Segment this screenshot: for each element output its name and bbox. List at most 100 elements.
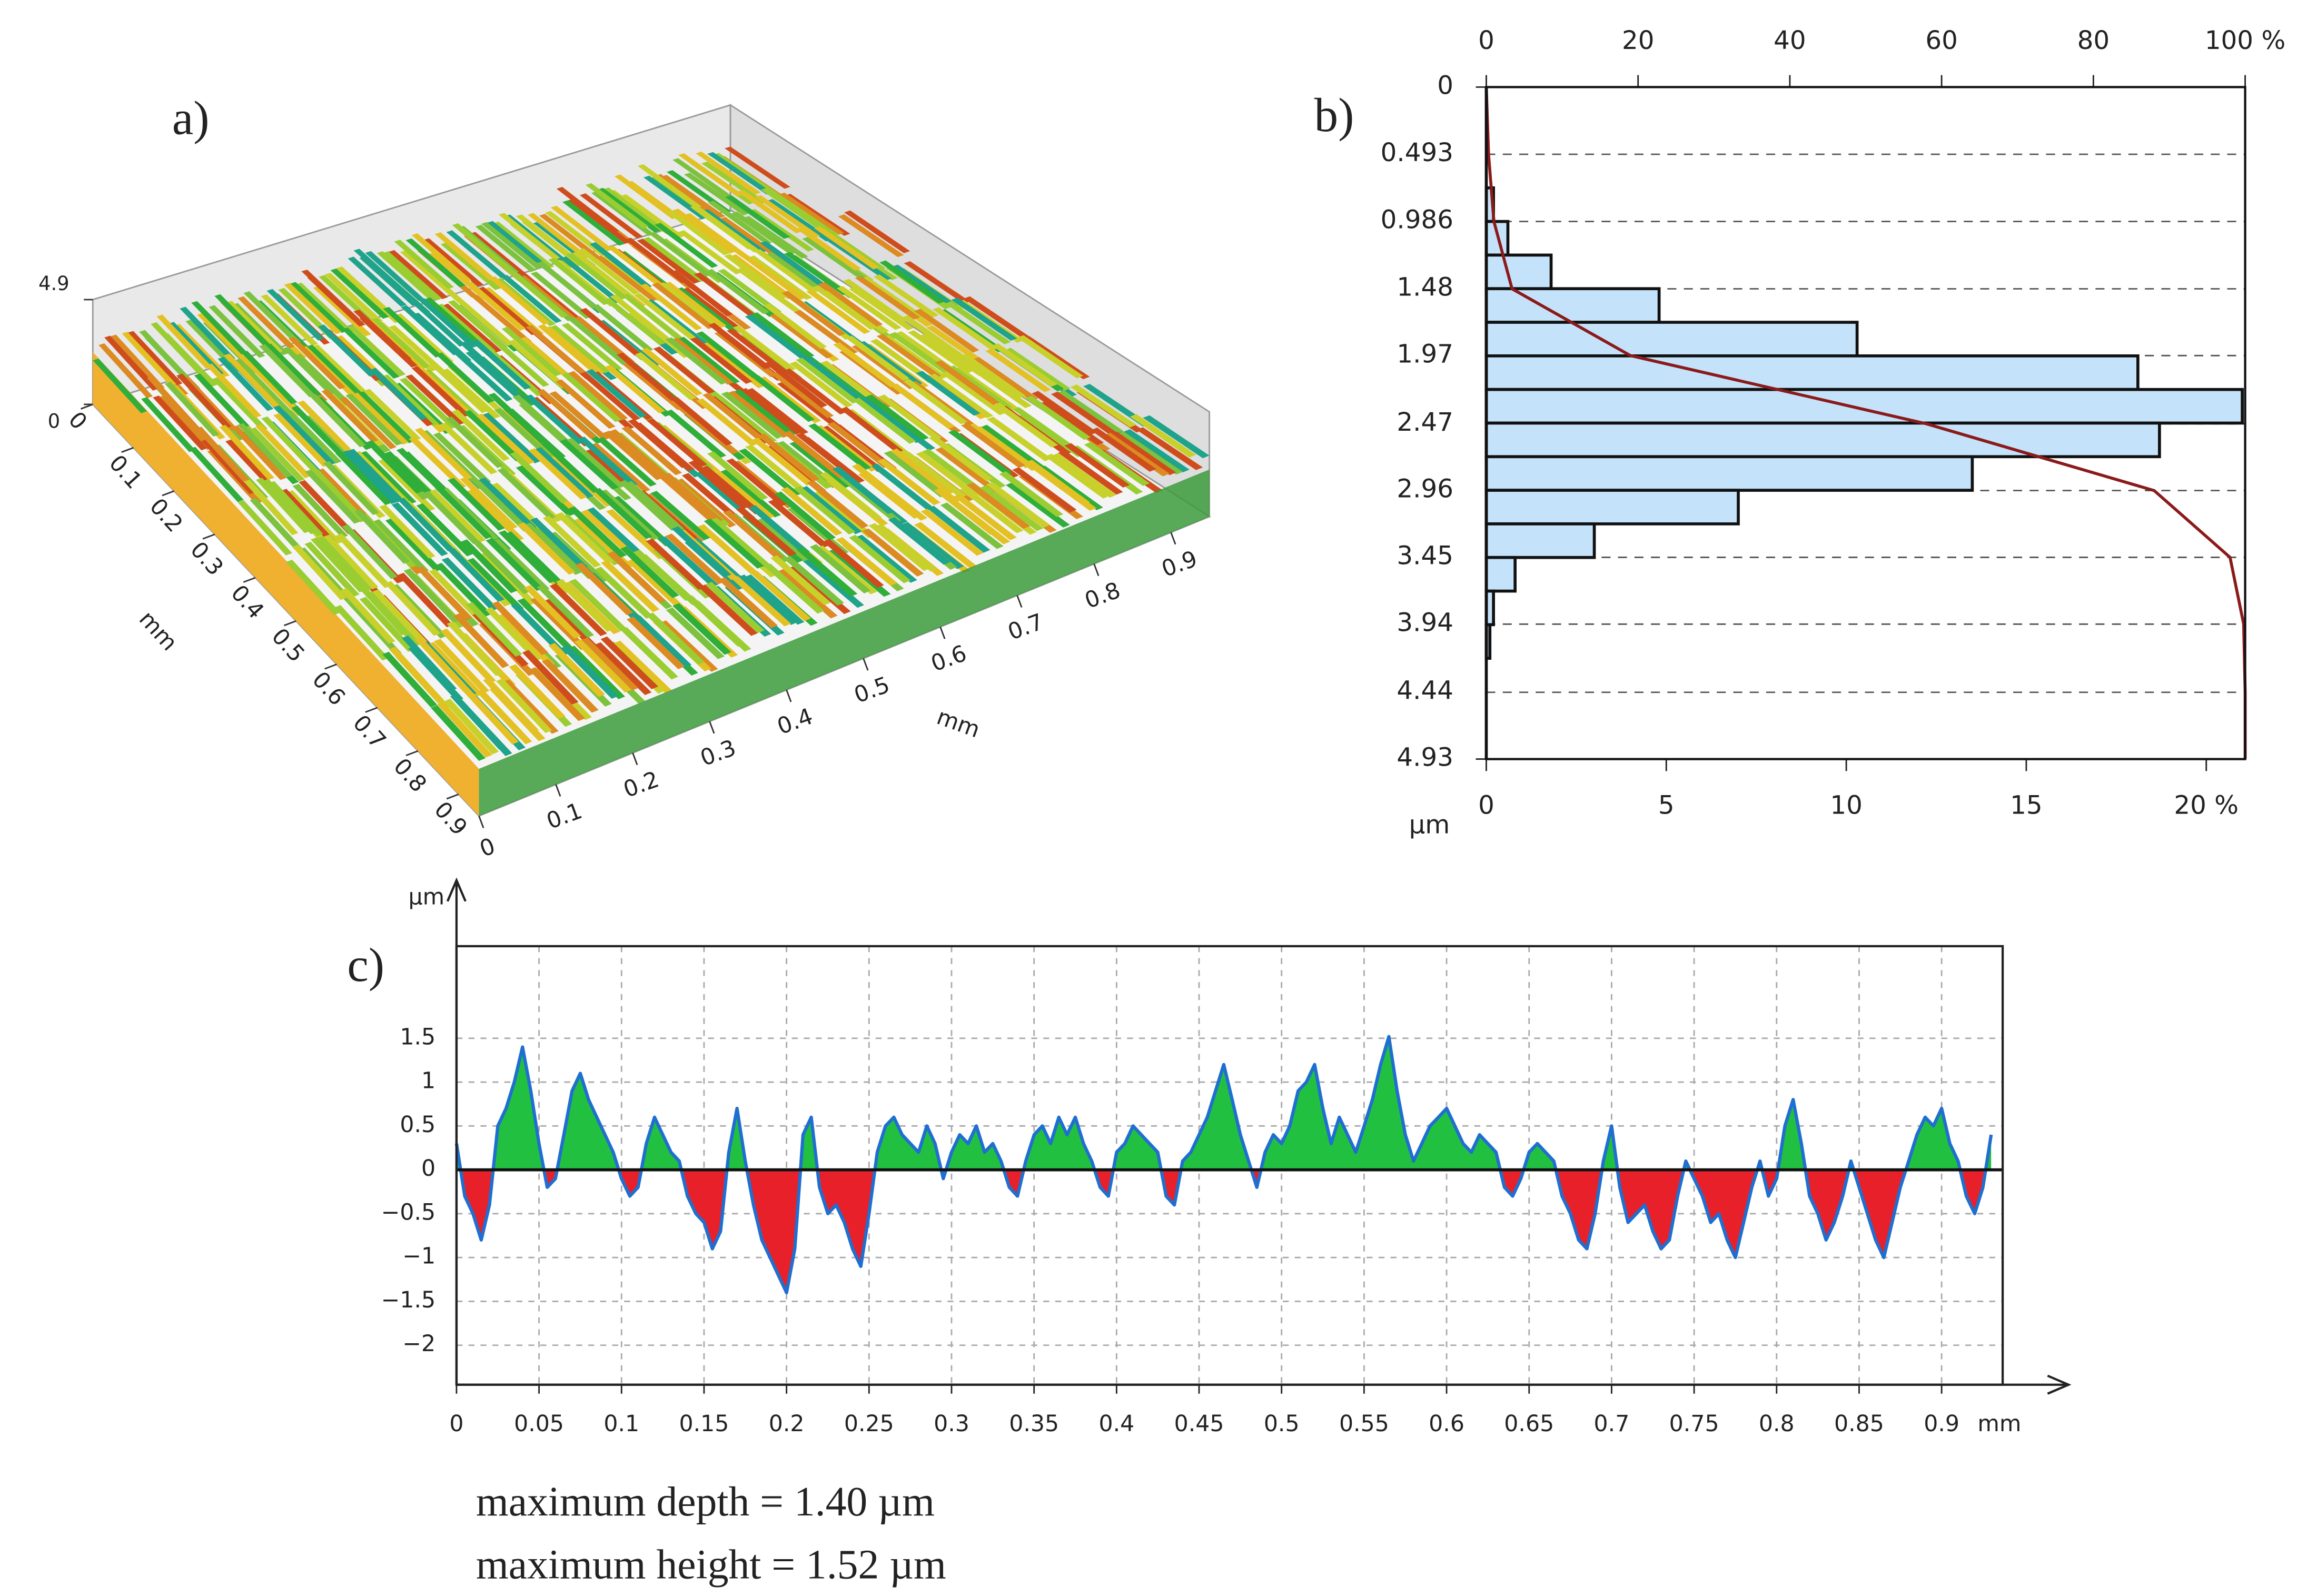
surface-strip bbox=[603, 430, 664, 480]
bar bbox=[1484, 421, 2161, 459]
surface-strip bbox=[460, 539, 518, 593]
surface-strip bbox=[685, 595, 745, 647]
surface-strip bbox=[659, 536, 719, 588]
surface-strip bbox=[796, 547, 858, 597]
arrow-head bbox=[446, 877, 467, 902]
axis-label: mm bbox=[1977, 1411, 2021, 1437]
x-tick-label: 15 bbox=[2010, 791, 2042, 820]
surface-strip bbox=[440, 242, 501, 290]
surface-strip bbox=[1025, 395, 1091, 440]
surface-strip bbox=[358, 391, 415, 443]
surface-strip bbox=[476, 413, 535, 464]
surface-strip bbox=[548, 643, 606, 697]
surface-strip bbox=[324, 273, 383, 323]
surface-strip bbox=[580, 308, 641, 356]
surface-strip bbox=[696, 331, 759, 378]
surface-strip bbox=[672, 158, 737, 202]
surface-strip bbox=[873, 274, 939, 318]
surface-strip bbox=[285, 559, 341, 615]
surface-strip bbox=[612, 495, 672, 547]
bar bbox=[1484, 556, 1517, 593]
surface-strip bbox=[435, 562, 492, 617]
surface-strip bbox=[385, 518, 442, 572]
x-tick-label: 0.65 bbox=[1504, 1411, 1554, 1437]
surface-strip bbox=[317, 468, 373, 522]
surface-strip bbox=[751, 571, 811, 621]
surface-strip bbox=[597, 187, 661, 233]
surface-strip bbox=[371, 318, 430, 369]
surface-strip bbox=[914, 522, 977, 569]
bar bbox=[1484, 388, 2244, 425]
surface-strip bbox=[512, 394, 572, 445]
surface-strip bbox=[237, 500, 292, 556]
surface-strip bbox=[191, 301, 247, 355]
y-tick-label: 0.1 bbox=[104, 450, 147, 494]
surface-strip bbox=[389, 325, 448, 375]
surface-strip bbox=[595, 255, 658, 302]
surface-strip bbox=[492, 221, 555, 269]
surface-strip bbox=[400, 250, 460, 299]
surface-strip bbox=[664, 282, 727, 328]
surface-strip bbox=[734, 389, 796, 437]
surface-strip bbox=[916, 451, 980, 497]
surface-strip bbox=[311, 468, 367, 522]
y-tick-label: 3.94 bbox=[1397, 608, 1453, 637]
surface-strip bbox=[1143, 415, 1210, 459]
tick-mark bbox=[555, 784, 561, 797]
surface-strip bbox=[401, 636, 457, 691]
surface-strip bbox=[397, 572, 453, 628]
surface-strip bbox=[434, 639, 490, 693]
surface-strip bbox=[247, 363, 304, 416]
surface-strip bbox=[348, 449, 404, 502]
surface-strip bbox=[745, 444, 807, 493]
surface-strip bbox=[684, 213, 748, 257]
surface-strip bbox=[845, 335, 910, 381]
x2-tick-label: 0 bbox=[1478, 26, 1494, 55]
surface-strip bbox=[986, 417, 1052, 461]
surface-strip bbox=[948, 430, 1013, 475]
surface-strip bbox=[391, 502, 448, 557]
y-tick-label: 2.96 bbox=[1397, 474, 1453, 504]
y-tick-label: 2.47 bbox=[1397, 408, 1453, 437]
tick-mark bbox=[1170, 532, 1176, 545]
surface-strip bbox=[808, 423, 872, 470]
surface-strip bbox=[389, 647, 444, 703]
surface-strip bbox=[606, 509, 666, 560]
y-tick-label: −2 bbox=[402, 1331, 435, 1357]
surface-strip bbox=[453, 297, 514, 346]
x2-tick-label: 40 bbox=[1774, 26, 1806, 55]
surface-strip bbox=[966, 364, 1032, 409]
surface-strip bbox=[832, 466, 895, 514]
surface-strip bbox=[878, 394, 942, 440]
surface-strip bbox=[388, 250, 448, 300]
surface-strip bbox=[217, 356, 274, 411]
surface-strip bbox=[681, 473, 742, 522]
surface-strip bbox=[550, 325, 611, 373]
surface-strip bbox=[491, 601, 549, 656]
surface-strip bbox=[818, 282, 883, 327]
surface-strip bbox=[411, 233, 472, 283]
surface-strip bbox=[707, 451, 768, 500]
surface-strip bbox=[435, 352, 494, 403]
z-tick-label: 0 bbox=[48, 410, 61, 433]
surface-strip bbox=[416, 503, 473, 557]
surface-strip bbox=[600, 636, 659, 689]
surface-strip bbox=[486, 538, 543, 591]
tick-mark bbox=[324, 663, 337, 670]
surface-strip bbox=[463, 689, 519, 745]
surface-strip bbox=[399, 378, 458, 429]
surface-strip bbox=[671, 526, 731, 577]
surface-strip bbox=[736, 267, 800, 312]
surface-strip bbox=[926, 325, 992, 369]
surface-strip bbox=[265, 343, 322, 397]
surface-strip bbox=[341, 450, 398, 504]
x-tick-label: 20 % bbox=[2174, 791, 2239, 820]
surface-front bbox=[479, 469, 1210, 816]
surface-strip bbox=[967, 423, 1032, 469]
surface-strip bbox=[180, 306, 236, 361]
surface-strip bbox=[339, 396, 397, 449]
surface-strip bbox=[1091, 428, 1156, 472]
surface-strip bbox=[694, 272, 757, 318]
surface-strip bbox=[849, 534, 911, 583]
surface-strip bbox=[739, 388, 803, 435]
